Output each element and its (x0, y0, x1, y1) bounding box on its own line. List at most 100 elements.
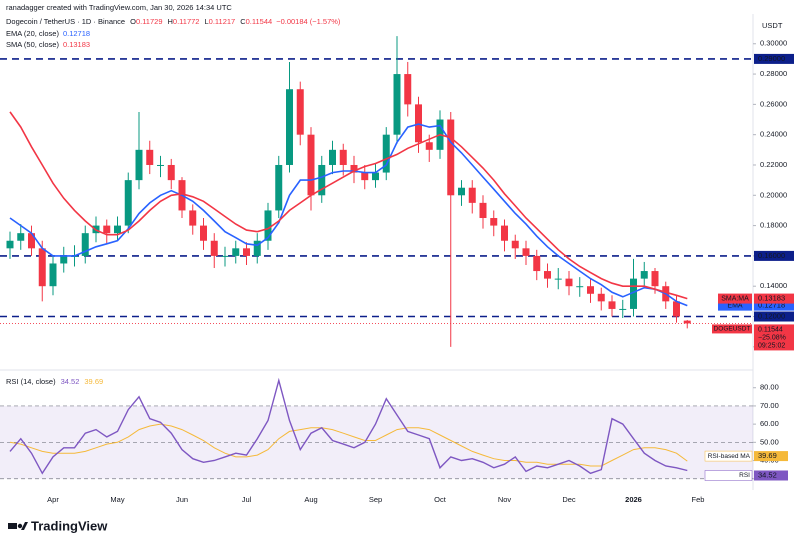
legend-value: 0.12718 (63, 29, 90, 38)
y-tick-label: 70.00 (760, 401, 779, 410)
candle-body (490, 218, 498, 226)
indicator-line (9, 377, 688, 475)
candle-body (103, 225, 111, 234)
candle-body (81, 233, 89, 256)
tag-value-box (754, 300, 794, 311)
candle-body (318, 164, 326, 196)
candle-body (576, 286, 584, 288)
candle-body (296, 89, 304, 135)
y-tick-label: 0.14000 (760, 281, 787, 290)
tag-value: 39.69 (758, 451, 777, 460)
change: −0.00184 (−1.57%) (276, 17, 341, 26)
legend-name: EMA (20, close) (6, 29, 59, 38)
x-tick-label: Nov (498, 495, 512, 504)
candle-body (167, 164, 175, 181)
y-tick-label: 0.24000 (760, 130, 787, 139)
candle-body (511, 240, 519, 249)
x-tick-label: Aug (304, 495, 317, 504)
candle-body (38, 248, 46, 287)
candle-body (350, 164, 358, 173)
legend-value: 39.69 (84, 377, 103, 386)
legend-value: 0.13183 (63, 40, 90, 49)
price-tag-symbol: DOGEUSDT (714, 326, 751, 333)
candle-body (683, 320, 691, 324)
candle-body (382, 134, 390, 173)
candle-body (307, 134, 315, 196)
candle-body (146, 149, 154, 165)
candle-body (361, 172, 369, 181)
candle-body (458, 187, 465, 196)
price-tag-change_pct: −25.08% (758, 334, 786, 341)
candle-body (339, 149, 347, 165)
chart-title: Dogecoin / TetherUS · 1D · Binance O0.117… (6, 17, 341, 26)
x-tick-label: Sep (369, 495, 382, 504)
tag-value-box (754, 250, 794, 261)
indicator-line (9, 111, 688, 300)
x-tick-label: Feb (692, 495, 705, 504)
tag-value-box (754, 311, 794, 322)
y-axis-label: USDT (762, 21, 783, 30)
candle-body (468, 187, 476, 203)
candle-body (286, 89, 293, 165)
candle-body (372, 172, 379, 181)
candle-body (124, 180, 132, 226)
candle-body (404, 74, 412, 105)
tag-name-box (704, 450, 753, 462)
ohlc-value: 0.11729 (136, 17, 163, 26)
candle-body (608, 301, 616, 309)
candle-body (200, 225, 207, 241)
y-tick-label: 0.22000 (760, 160, 787, 169)
candle-body (393, 74, 401, 135)
candle-body (275, 164, 283, 211)
price-tag-countdown: 09:25:02 (758, 342, 785, 349)
y-tick-label: 0.28000 (760, 69, 787, 78)
legend-entry: SMA (50, close) 0.13183 (6, 40, 90, 49)
candle-body (28, 233, 35, 249)
author-line: ranadagger created with TradingView.com,… (6, 3, 232, 12)
candle-body (210, 240, 218, 256)
candle-body (597, 293, 605, 302)
rsi-band (0, 405, 753, 479)
legend-value: 34.52 (61, 377, 80, 386)
ohlc-value: 0.11544 (246, 17, 273, 26)
y-tick-label: 0.18000 (760, 221, 787, 230)
candle-body (501, 225, 508, 241)
candle-body (425, 142, 433, 150)
tag-name-box (718, 293, 752, 304)
tag-value: 0.29000 (758, 54, 785, 63)
candle-body (6, 240, 14, 249)
candle-body (189, 210, 197, 226)
tag-value-box (754, 470, 788, 481)
tag-name: EMA (727, 302, 743, 309)
tag-value-box (754, 293, 794, 304)
title: Dogecoin / TetherUS · 1D · Binance (6, 17, 125, 26)
indicator-line (9, 123, 688, 307)
legend-entry: EMA (20, close) 0.12718 (6, 29, 90, 38)
candle-body (60, 255, 68, 264)
candle-body (640, 271, 648, 279)
legend-name: RSI (14, close) (6, 377, 56, 386)
candle-body (565, 278, 573, 287)
price-tag-box (712, 324, 752, 334)
tag-name-box (718, 300, 752, 311)
x-tick-label: Dec (562, 495, 576, 504)
tag-value: 0.13183 (758, 294, 785, 303)
candle-body (329, 149, 336, 165)
y-tick-label: 50.00 (760, 437, 779, 446)
legend-name: SMA (50, close) (6, 40, 59, 49)
ohlc-label: C (240, 17, 246, 26)
tag-value: 34.52 (758, 470, 777, 479)
candle-body (651, 271, 659, 287)
x-tick-label: Apr (47, 495, 59, 504)
y-tick-label: 0.20000 (760, 190, 787, 199)
candle-body (114, 225, 121, 234)
candle-body (49, 263, 57, 287)
tag-name: RSI (739, 472, 750, 479)
tag-name-box (704, 470, 753, 481)
candle-body (630, 278, 637, 309)
ohlc-label: L (204, 17, 208, 26)
logo-text: TradingView (31, 518, 108, 533)
ohlc-label: H (168, 17, 173, 26)
